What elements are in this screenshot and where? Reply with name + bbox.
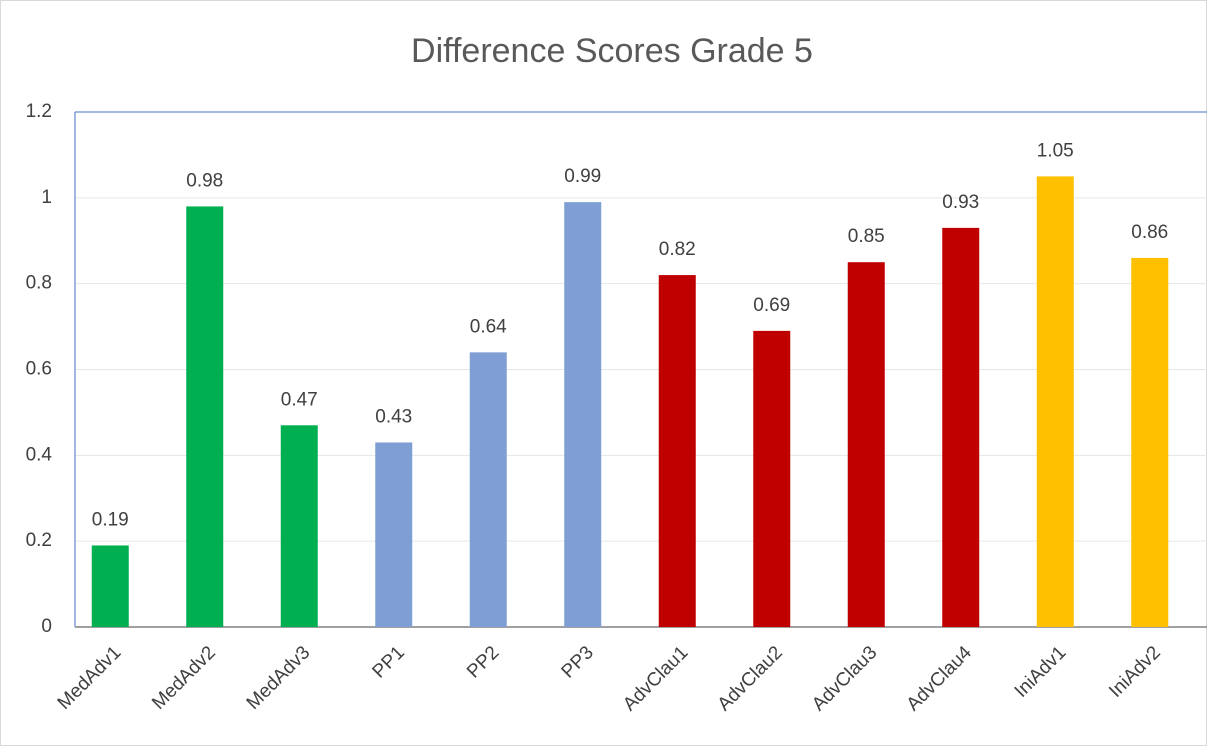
y-tick-label: 0.6: [26, 359, 52, 380]
data-label: 0.47: [281, 389, 318, 410]
data-label: 0.82: [659, 239, 696, 260]
y-tick-label: 1.2: [26, 101, 52, 122]
data-label: 0.93: [942, 192, 979, 213]
y-tick-label: 0: [41, 616, 52, 637]
data-label: 0.19: [92, 509, 129, 530]
bar: [1036, 176, 1074, 627]
bar: [942, 227, 980, 627]
y-tick-label: 1: [41, 187, 52, 208]
bar: [186, 206, 224, 627]
data-label: 0.99: [564, 166, 601, 187]
bar: [91, 545, 129, 627]
bar: [658, 275, 696, 627]
data-label: 0.69: [753, 295, 790, 316]
data-label: 1.05: [1037, 140, 1074, 161]
data-label: 0.64: [470, 316, 507, 337]
y-tick-label: 0.4: [26, 444, 53, 465]
bar: [1131, 257, 1169, 627]
bar: [564, 202, 602, 627]
bar: [375, 442, 413, 627]
data-label: 0.86: [1131, 222, 1168, 243]
chart-title: Difference Scores Grade 5: [411, 32, 813, 70]
data-label: 0.43: [375, 406, 412, 427]
y-tick-label: 0.2: [26, 530, 52, 551]
y-tick-label: 0.8: [26, 273, 52, 294]
bar: [469, 352, 507, 627]
bar: [280, 425, 318, 627]
data-label: 0.85: [848, 226, 885, 247]
bar: [753, 330, 791, 627]
data-label: 0.98: [186, 170, 223, 191]
bar: [847, 262, 885, 627]
